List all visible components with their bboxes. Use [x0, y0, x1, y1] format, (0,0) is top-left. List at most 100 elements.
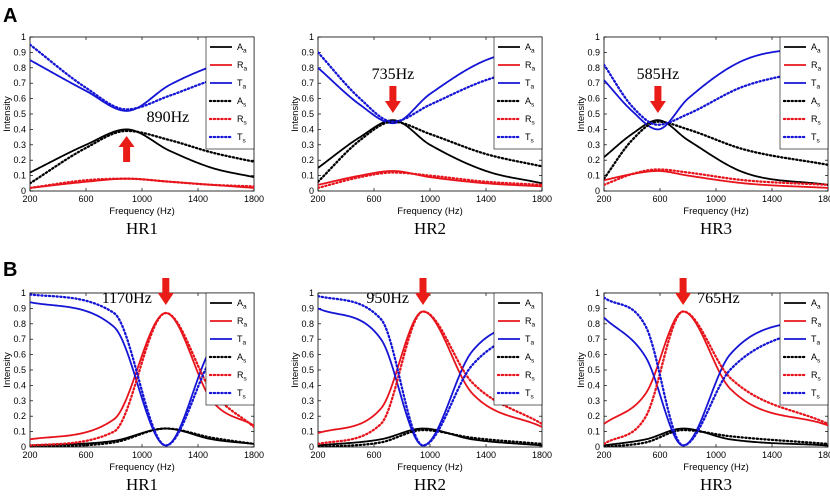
legend-label-ra: Ra	[811, 60, 822, 73]
y-tick-label: 0.3	[587, 140, 600, 150]
legend-label-as: As	[525, 352, 535, 365]
legend-label-aa: Aa	[525, 298, 535, 311]
legend-label-aa: Aa	[811, 298, 821, 311]
y-tick-label: 0.9	[13, 47, 26, 57]
y-tick-label: 0.6	[301, 350, 314, 360]
series-line-rs	[604, 310, 828, 446]
chart-b-hr1: 0 0.1 0.2 0.3 0.4 0.5 0.6 0.7 0.8 0.9 1 200 600 1000 1…	[2, 278, 264, 494]
x-tick-label: 1800	[244, 194, 264, 204]
chart-title: HR2	[414, 219, 446, 238]
legend-box	[205, 36, 255, 150]
y-tick-label: 0.3	[13, 140, 26, 150]
series-line-rs	[30, 177, 254, 190]
legend-box	[205, 292, 255, 406]
series-line-as	[318, 120, 542, 183]
series-line-aa	[318, 119, 542, 185]
chart-b-hr3: 0 0.1 0.2 0.3 0.4 0.5 0.6 0.7 0.8 0.9 1 200 600 1000 1…	[576, 278, 830, 494]
y-tick-label: 0.8	[301, 319, 314, 329]
legend-box	[779, 36, 829, 150]
resonance-annotation: 890Hz	[147, 109, 190, 126]
y-tick-label: 0.6	[587, 350, 600, 360]
y-tick-label: 0	[309, 186, 314, 196]
legend-label-as: As	[811, 352, 821, 365]
legend-label-aa: Aa	[237, 42, 247, 55]
y-tick-label: 0.2	[301, 411, 314, 421]
x-tick-label: 600	[78, 194, 93, 204]
y-tick-label: 0.9	[301, 303, 314, 313]
x-tick-label: 600	[366, 450, 381, 460]
chart-title: HR3	[700, 219, 732, 238]
panel-label-b: B	[3, 259, 17, 281]
legend-label-as: As	[525, 96, 535, 109]
y-tick-label: 0.7	[13, 334, 26, 344]
legend: Aa Ra Ta As Rs Ts	[205, 292, 255, 406]
legend-label-ra: Ra	[811, 316, 822, 329]
x-tick-label: 1000	[420, 194, 440, 204]
legend-label-ts: Ts	[525, 132, 535, 145]
chart-title: HR2	[414, 475, 446, 494]
legend-label-aa: Aa	[237, 298, 247, 311]
x-axis-label: Frequency (Hz)	[683, 206, 748, 217]
y-tick-label: 1	[309, 288, 314, 298]
legend-label-rs: Rs	[525, 114, 536, 127]
y-tick-label: 0.1	[301, 171, 314, 181]
legend-label-as: As	[811, 96, 821, 109]
y-tick-label: 0.3	[13, 396, 26, 406]
y-tick-label: 0.6	[301, 94, 314, 104]
x-tick-label: 600	[652, 450, 667, 460]
x-tick-label: 200	[310, 194, 325, 204]
series-line-aa	[30, 128, 254, 179]
y-tick-label: 0.9	[587, 47, 600, 57]
y-tick-label: 1	[21, 32, 26, 42]
y-tick-label: 0.3	[301, 396, 314, 406]
y-tick-label: 0.7	[301, 78, 314, 88]
x-tick-label: 600	[652, 194, 667, 204]
resonance-annotation: 765Hz	[697, 290, 740, 307]
x-tick-label: 1000	[706, 450, 726, 460]
y-tick-label: 0.1	[13, 171, 26, 181]
legend-label-as: As	[237, 96, 247, 109]
resonance-arrow	[675, 278, 692, 305]
legend-label-ts: Ts	[525, 388, 535, 401]
legend: Aa Ra Ta As Rs Ts	[493, 292, 543, 406]
y-tick-label: 0.2	[13, 411, 26, 421]
resonance-annotation: 950Hz	[366, 290, 409, 307]
series-line-ra	[604, 310, 828, 427]
resonance-annotation: 1170Hz	[102, 290, 152, 307]
legend: Aa Ra Ta As Rs Ts	[205, 36, 255, 150]
chart-a-hr1: 0 0.1 0.2 0.3 0.4 0.5 0.6 0.7 0.8 0.9 1 200 600 1000 1…	[2, 32, 264, 238]
x-tick-label: 1800	[818, 450, 830, 460]
x-tick-label: 1800	[532, 194, 552, 204]
y-tick-label: 0.4	[301, 380, 314, 390]
y-tick-label: 0.1	[587, 427, 600, 437]
legend-label-as: As	[237, 352, 247, 365]
legend-label-ta: Ta	[811, 334, 821, 347]
legend-label-rs: Rs	[811, 370, 822, 383]
y-tick-label: 0.8	[587, 319, 600, 329]
x-tick-label: 1800	[532, 450, 552, 460]
y-tick-label: 0.7	[13, 78, 26, 88]
y-tick-label: 1	[21, 288, 26, 298]
y-tick-label: 0	[21, 442, 26, 452]
legend-label-rs: Rs	[237, 370, 248, 383]
chart-a-hr2: 0 0.1 0.2 0.3 0.4 0.5 0.6 0.7 0.8 0.9 1 200 600 1000 1…	[290, 32, 552, 238]
x-axis-label: Frequency (Hz)	[397, 462, 462, 473]
y-axis-label: Intensity	[576, 352, 587, 388]
x-tick-label: 200	[22, 450, 37, 460]
x-tick-label: 1400	[476, 194, 496, 204]
x-axis-label: Frequency (Hz)	[397, 206, 462, 217]
legend-label-ts: Ts	[811, 388, 821, 401]
chart-title: HR3	[700, 475, 732, 494]
arrow-down-icon	[157, 278, 174, 305]
legend-label-ta: Ta	[525, 78, 535, 91]
y-tick-label: 0.5	[13, 365, 26, 375]
series-line-aa	[318, 427, 542, 447]
legend-label-ta: Ta	[525, 334, 535, 347]
series-line-as	[604, 428, 828, 447]
legend-label-ts: Ts	[237, 132, 247, 145]
y-tick-label: 0.8	[301, 63, 314, 73]
x-tick-label: 1400	[476, 450, 496, 460]
x-tick-label: 1000	[420, 450, 440, 460]
y-tick-label: 0.7	[587, 334, 600, 344]
x-tick-label: 1400	[762, 450, 782, 460]
